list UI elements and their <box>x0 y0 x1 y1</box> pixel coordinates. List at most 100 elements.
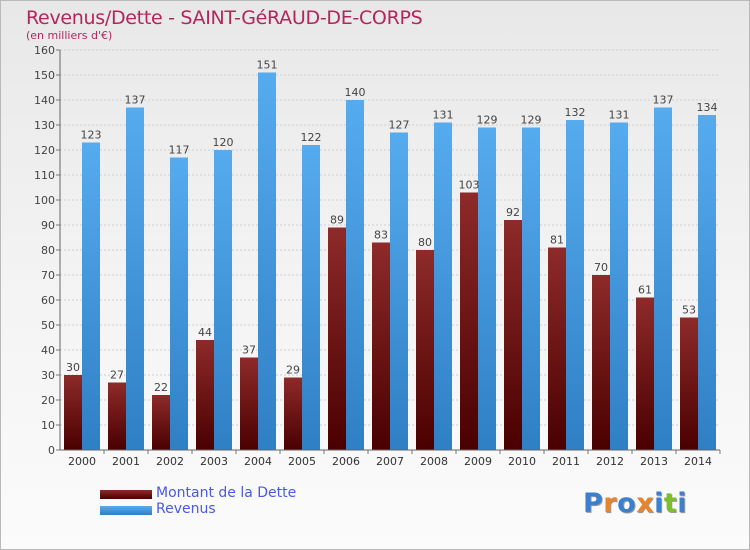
y-tick-label: 130 <box>34 119 55 132</box>
logo-letter: o <box>617 488 637 519</box>
data-label-revenus: 134 <box>697 101 718 114</box>
data-label-dette: 103 <box>459 179 480 192</box>
logo-letter: P <box>583 488 604 519</box>
x-tick-label: 2008 <box>420 455 448 468</box>
bar-revenus-2012 <box>610 122 628 450</box>
bar-revenus-2003 <box>214 150 232 450</box>
y-tick-label: 30 <box>41 369 55 382</box>
data-label-revenus: 151 <box>257 59 278 72</box>
data-label-dette: 37 <box>242 344 256 357</box>
x-tick-label: 2007 <box>376 455 404 468</box>
logo-letter: i <box>677 488 688 519</box>
y-tick-label: 80 <box>41 244 55 257</box>
bar-dette-2010 <box>504 220 522 450</box>
data-label-dette: 89 <box>330 214 344 227</box>
bar-dette-2009 <box>460 192 478 450</box>
data-label-dette: 80 <box>418 236 432 249</box>
x-tick-label: 2010 <box>508 455 536 468</box>
axes <box>59 50 720 451</box>
y-tick-label: 160 <box>34 44 55 57</box>
data-label-dette: 61 <box>638 284 652 297</box>
data-labels: 30 123 27 137 22 117 44 120 37 151 29 122 89 140 83 127… <box>66 59 718 395</box>
x-tick-label: 2004 <box>244 455 272 468</box>
logo-letter: r <box>603 488 618 519</box>
data-label-dette: 44 <box>198 326 212 339</box>
bar-revenus-2014 <box>698 115 716 450</box>
chart-title: Revenus/Dette - SAINT-GéRAUD-DE-CORPS <box>26 7 423 29</box>
logo-letter: t <box>663 488 678 519</box>
bar-revenus-2013 <box>654 107 672 450</box>
data-label-dette: 83 <box>374 229 388 242</box>
y-tick-label: 50 <box>41 319 55 332</box>
data-label-dette: 27 <box>110 369 124 382</box>
bar-revenus-2001 <box>126 107 144 450</box>
bar-dette-2004 <box>240 357 258 450</box>
data-label-revenus: 137 <box>653 94 674 107</box>
data-label-revenus: 137 <box>125 94 146 107</box>
y-tick-label: 20 <box>41 394 55 407</box>
data-label-dette: 53 <box>682 304 696 317</box>
x-tick-label: 2003 <box>200 455 228 468</box>
bars <box>64 72 716 450</box>
legend-swatch-debt <box>100 490 152 499</box>
x-tick-label: 2009 <box>464 455 492 468</box>
legend-label-revenus: Revenus <box>156 501 216 517</box>
data-label-revenus: 127 <box>389 119 410 132</box>
y-tick-label: 150 <box>34 69 55 82</box>
legend-label-debt: Montant de la Dette <box>156 485 297 501</box>
x-tick-label: 2002 <box>156 455 184 468</box>
bar-dette-2008 <box>416 250 434 450</box>
bar-dette-2014 <box>680 317 698 450</box>
y-tick-label: 10 <box>41 419 55 432</box>
data-label-dette: 92 <box>506 206 520 219</box>
bar-dette-2000 <box>64 375 82 450</box>
y-tick-label: 0 <box>48 444 55 457</box>
data-label-dette: 30 <box>66 361 80 374</box>
bar-revenus-2006 <box>346 100 364 450</box>
data-label-revenus: 117 <box>169 144 190 157</box>
y-tick-label: 110 <box>34 169 55 182</box>
x-tick-label: 2005 <box>288 455 316 468</box>
bar-revenus-2007 <box>390 132 408 450</box>
bar-revenus-2008 <box>434 122 452 450</box>
bar-dette-2012 <box>592 275 610 450</box>
bar-dette-2005 <box>284 377 302 450</box>
bar-dette-2006 <box>328 227 346 450</box>
x-tick-label: 2013 <box>640 455 668 468</box>
x-tick-label: 2012 <box>596 455 624 468</box>
bar-dette-2002 <box>152 395 170 450</box>
chart-subtitle: (en milliers d'€) <box>26 29 113 42</box>
y-tick-labels: 0 10 20 30 40 50 60 70 80 90 100 110 120 130 140 150 160 <box>34 44 55 457</box>
x-tick-label: 2011 <box>552 455 580 468</box>
data-label-revenus: 120 <box>213 136 234 149</box>
x-tick-label: 2014 <box>684 455 712 468</box>
data-label-dette: 29 <box>286 364 300 377</box>
x-tick-label: 2006 <box>332 455 360 468</box>
y-tick-label: 120 <box>34 144 55 157</box>
y-tick-label: 100 <box>34 194 55 207</box>
y-tick-label: 70 <box>41 269 55 282</box>
bar-revenus-2009 <box>478 127 496 450</box>
bar-dette-2001 <box>108 382 126 450</box>
data-label-dette: 81 <box>550 234 564 247</box>
bar-revenus-2005 <box>302 145 320 450</box>
bar-revenus-2002 <box>170 157 188 450</box>
bar-revenus-2004 <box>258 72 276 450</box>
x-tick-labels: 2000 2001 2002 2003 2004 2005 2006 2007 2008 2009… <box>68 450 721 468</box>
data-label-revenus: 131 <box>433 109 454 122</box>
data-label-revenus: 122 <box>301 131 322 144</box>
data-label-revenus: 129 <box>521 114 542 127</box>
bar-revenus-2000 <box>82 142 100 450</box>
bar-dette-2011 <box>548 247 566 450</box>
y-tick-label: 90 <box>41 219 55 232</box>
data-label-revenus: 129 <box>477 114 498 127</box>
bar-dette-2003 <box>196 340 214 450</box>
logo-letter: i <box>654 488 664 519</box>
x-tick-label: 2000 <box>68 455 96 468</box>
bar-revenus-2010 <box>522 127 540 450</box>
data-label-revenus: 131 <box>609 109 630 122</box>
data-label-revenus: 123 <box>81 129 102 142</box>
proxiti-logo: Proxiti <box>583 488 687 519</box>
x-tick-label: 2001 <box>112 455 140 468</box>
